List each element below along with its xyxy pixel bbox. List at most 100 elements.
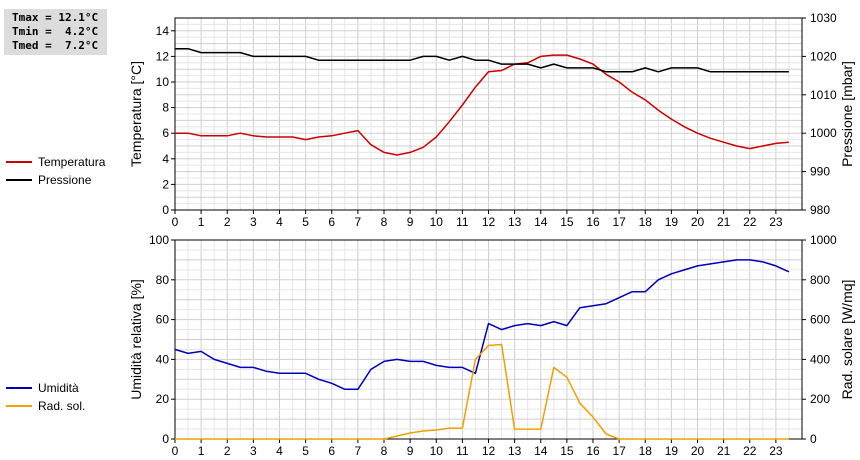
chart2-xtick-label: 4 — [276, 444, 283, 458]
chart1-series-temperatura-line — [175, 54, 789, 156]
chart1-xtick-label: 15 — [560, 215, 574, 229]
chart1-y2tick-label: 1010 — [810, 88, 837, 102]
chart2-ytick-label: 40 — [156, 352, 170, 366]
chart1-y2tick-label: 1030 — [810, 11, 837, 25]
chart2-ytick-label: 20 — [156, 392, 170, 406]
legend-top: Temperatura Pressione — [6, 153, 105, 189]
chart1-xtick-label: 2 — [224, 215, 231, 229]
chart2-xtick-label: 2 — [224, 444, 231, 458]
chart2-xtick-label: 18 — [639, 444, 653, 458]
chart2-xtick-label: 16 — [586, 444, 600, 458]
chart2-xtick-label: 13 — [508, 444, 522, 458]
chart1-xtick-label: 23 — [769, 215, 783, 229]
legend-label: Umidità — [38, 381, 79, 395]
legend-item-pressione: Pressione — [6, 171, 105, 189]
chart1-series-pressione-line — [175, 47, 789, 73]
chart2-xtick-label: 14 — [534, 444, 548, 458]
chart2-y2label: Rad. solare [W/mq] — [839, 280, 855, 400]
tmed-text: Tmed = 7.2°C — [12, 39, 99, 52]
chart1-xtick-label: 17 — [612, 215, 626, 229]
chart2-y2tick-label: 800 — [810, 273, 830, 287]
chart1-y2tick-label: 990 — [810, 165, 830, 179]
chart1-ytick-label: 10 — [156, 75, 170, 89]
chart2-y2tick-label: 200 — [810, 392, 830, 406]
chart1-xtick-label: 6 — [328, 215, 335, 229]
legend-swatch — [6, 405, 32, 407]
chart2-y2tick-label: 600 — [810, 313, 830, 327]
chart1-xtick-label: 22 — [743, 215, 757, 229]
chart1-y2label: Pressione [mbar] — [839, 61, 855, 167]
chart1-y2tick-label: 980 — [810, 203, 830, 217]
legend-bottom: Umidità Rad. sol. — [6, 379, 85, 415]
chart2-series-umidit-line — [174, 259, 790, 391]
chart1-ytick-label: 2 — [162, 177, 169, 191]
chart2-xtick-label: 15 — [560, 444, 574, 458]
chart1-ytick-label: 14 — [156, 24, 170, 38]
chart1-xtick-label: 16 — [586, 215, 600, 229]
chart1-xtick-label: 0 — [172, 215, 179, 229]
chart2-xtick-label: 20 — [691, 444, 705, 458]
chart1-xtick-label: 21 — [717, 215, 731, 229]
legend-swatch — [6, 387, 32, 389]
chart1-xtick-label: 3 — [250, 215, 257, 229]
chart1-ytick-label: 8 — [162, 101, 169, 115]
chart2-y2tick-label: 0 — [810, 432, 817, 446]
chart1-xtick-label: 9 — [407, 215, 414, 229]
chart2-ytick-label: 60 — [156, 313, 170, 327]
chart2-xtick-label: 19 — [665, 444, 679, 458]
chart2-y2tick-label: 1000 — [810, 233, 837, 247]
chart2-ylabel: Umidità relativa [%] — [128, 279, 144, 400]
chart1-ylabel: Temperatura [°C] — [128, 61, 144, 167]
chart2-xtick-label: 9 — [407, 444, 414, 458]
chart1-xtick-label: 18 — [639, 215, 653, 229]
tmax-text: Tmax = 12.1°C — [12, 11, 99, 24]
chart1-ytick-label: 0 — [162, 203, 169, 217]
chart1-y2tick-label: 1000 — [810, 126, 837, 140]
chart1-xtick-label: 7 — [355, 215, 362, 229]
chart2-xtick-label: 22 — [743, 444, 757, 458]
chart1-xtick-label: 20 — [691, 215, 705, 229]
legend-item-umidita: Umidità — [6, 379, 85, 397]
legend-label: Rad. sol. — [38, 399, 86, 413]
chart1-xtick-label: 19 — [665, 215, 679, 229]
chart2-xtick-label: 8 — [381, 444, 388, 458]
chart1-xtick-label: 5 — [302, 215, 309, 229]
stats-box: Tmax = 12.1°C Tmin = 4.2°C Tmed = 7.2°C — [4, 9, 107, 55]
chart2-xtick-label: 3 — [250, 444, 257, 458]
chart2-xtick-label: 12 — [482, 444, 496, 458]
chart2-y2tick-label: 400 — [810, 352, 830, 366]
chart1-ytick-label: 12 — [156, 49, 170, 63]
chart2-xtick-label: 10 — [430, 444, 444, 458]
legend-item-rad-sol: Rad. sol. — [6, 397, 85, 415]
chart1-xtick-label: 11 — [456, 215, 469, 229]
legend-label: Temperatura — [38, 155, 106, 169]
chart2-xtick-label: 23 — [769, 444, 783, 458]
chart2-xtick-label: 1 — [198, 444, 205, 458]
chart1-ytick-label: 6 — [162, 126, 169, 140]
chart2-xtick-label: 5 — [302, 444, 309, 458]
chart1-xtick-label: 12 — [482, 215, 496, 229]
legend-swatch — [6, 179, 32, 181]
chart2-ytick-label: 100 — [149, 233, 169, 247]
chart2-ytick-label: 80 — [156, 273, 170, 287]
chart2-xtick-label: 17 — [612, 444, 626, 458]
tmin-text: Tmin = 4.2°C — [12, 25, 99, 38]
chart1-xtick-label: 4 — [276, 215, 283, 229]
legend-swatch — [6, 161, 32, 163]
chart1-xtick-label: 14 — [534, 215, 548, 229]
chart2-xtick-label: 11 — [456, 444, 469, 458]
chart2-xtick-label: 21 — [717, 444, 731, 458]
chart1-xtick-label: 1 — [198, 215, 205, 229]
chart1-ytick-label: 4 — [162, 152, 169, 166]
chart2-series-rad-sol-line — [175, 343, 789, 440]
chart2-xtick-label: 7 — [355, 444, 362, 458]
chart2-xtick-label: 0 — [172, 444, 179, 458]
chart2-xtick-label: 6 — [328, 444, 335, 458]
legend-item-temperatura: Temperatura — [6, 153, 105, 171]
chart1-xtick-label: 13 — [508, 215, 522, 229]
legend-label: Pressione — [38, 173, 92, 187]
chart1-xtick-label: 8 — [381, 215, 388, 229]
chart1-y2tick-label: 1020 — [810, 49, 837, 63]
chart2-ytick-label: 0 — [162, 432, 169, 446]
